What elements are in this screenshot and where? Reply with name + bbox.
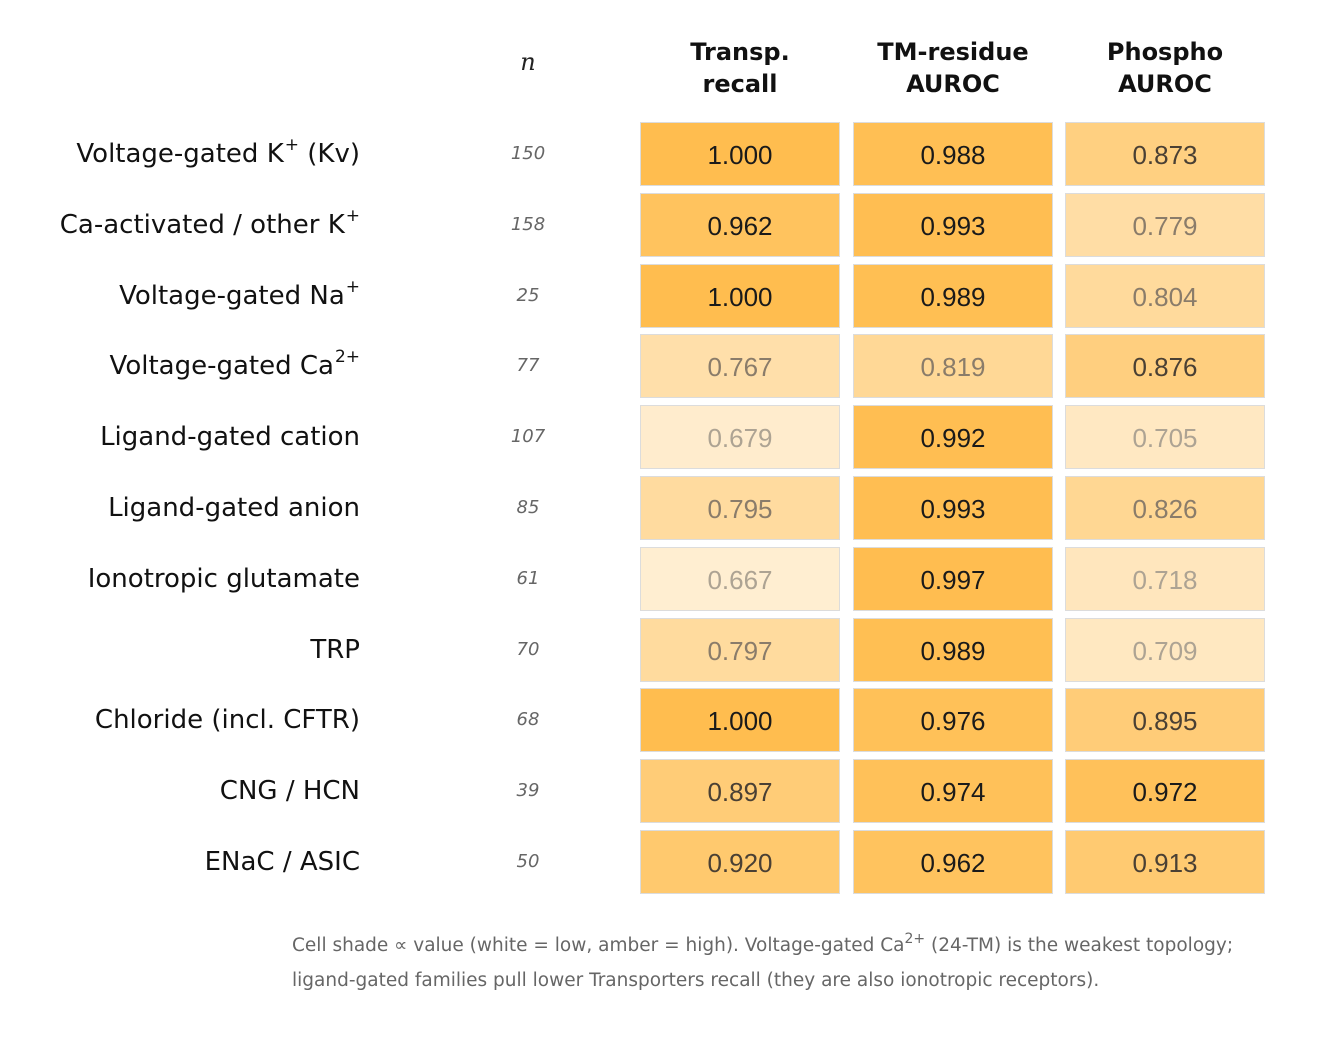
row-label: Ca-activated / other K+ bbox=[0, 192, 360, 258]
row-n-value: 150 bbox=[510, 143, 546, 164]
row-label-text: Voltage-gated Na bbox=[119, 280, 345, 311]
heatmap-cell: 0.795 bbox=[640, 476, 840, 540]
row-label-superscript: + bbox=[345, 276, 360, 297]
note-superscript: 2+ bbox=[904, 931, 926, 947]
heatmap-cell: 0.976 bbox=[853, 688, 1053, 753]
heatmap-cell: 0.797 bbox=[640, 617, 840, 682]
heatmap-cell: 0.718 bbox=[1065, 546, 1265, 611]
column-header-tm-residue-auroc: TM-residue AUROC bbox=[853, 36, 1053, 100]
row-label-superscript: + bbox=[284, 135, 299, 155]
row-label-text: TRP bbox=[310, 634, 360, 665]
note-text: (24-TM) is the weakest topology; bbox=[925, 935, 1234, 956]
row-label-text: Voltage-gated Ca bbox=[109, 351, 334, 382]
heatmap-cell: 1.000 bbox=[640, 688, 840, 753]
column-header-transp-recall: Transp. recall bbox=[640, 36, 840, 100]
heatmap-cell: 0.667 bbox=[640, 546, 840, 611]
column-header-line1: TM-residue bbox=[877, 38, 1029, 66]
heatmap-cell: 0.993 bbox=[853, 192, 1053, 257]
heatmap-cell: 0.974 bbox=[853, 759, 1053, 824]
row-label-superscript: 2+ bbox=[334, 347, 360, 368]
heatmap-cell: 1.000 bbox=[640, 263, 840, 328]
heatmap-cell: 0.779 bbox=[1065, 192, 1265, 257]
row-n-value: 107 bbox=[510, 426, 546, 448]
row-label-text: Voltage-gated K bbox=[76, 139, 284, 169]
note-text: Cell shade ∝ value (white = low, amber =… bbox=[292, 935, 905, 956]
heatmap-cell: 0.873 bbox=[1065, 122, 1265, 186]
row-label: CNG / HCN bbox=[0, 758, 360, 824]
row-label-superscript: + bbox=[345, 205, 360, 226]
row-n-value: 25 bbox=[516, 284, 540, 306]
note-line-1: Cell shade ∝ value (white = low, amber =… bbox=[292, 928, 1312, 963]
heatmap-cell: 0.988 bbox=[853, 122, 1053, 186]
heatmap-cell: 0.997 bbox=[853, 546, 1053, 611]
heatmap-cell: 0.767 bbox=[640, 334, 840, 399]
row-n-value: 61 bbox=[516, 567, 540, 589]
column-header-line2: AUROC bbox=[906, 70, 1000, 98]
heatmap-cell: 0.972 bbox=[1065, 759, 1265, 824]
heatmap-cell: 0.709 bbox=[1065, 617, 1265, 682]
row-label: Ligand-gated cation bbox=[0, 404, 360, 470]
heatmap-cell: 1.000 bbox=[640, 122, 840, 186]
heatmap-cell: 0.876 bbox=[1065, 334, 1265, 399]
n-column-header: n bbox=[520, 48, 536, 76]
row-label: Voltage-gated Na+ bbox=[0, 263, 360, 329]
row-n-value: 70 bbox=[516, 638, 540, 660]
heatmap-cell: 0.679 bbox=[640, 405, 840, 470]
heatmap-cell: 0.989 bbox=[853, 263, 1053, 328]
row-n-value: 85 bbox=[516, 497, 540, 518]
row-label: Voltage-gated K+ (Kv) bbox=[0, 121, 360, 187]
heatmap-cell: 0.826 bbox=[1065, 476, 1265, 540]
row-label-text: Ionotropic glutamate bbox=[87, 563, 360, 594]
row-label-text: Ligand-gated anion bbox=[108, 493, 360, 523]
heatmap-cell: 0.962 bbox=[853, 830, 1053, 894]
heatmap-cell: 0.992 bbox=[853, 405, 1053, 470]
row-label-text: Chloride (incl. CFTR) bbox=[94, 705, 360, 736]
column-header-line2: AUROC bbox=[1118, 70, 1212, 98]
column-header-line1: Phospho bbox=[1106, 38, 1224, 66]
row-label: ENaC / ASIC bbox=[0, 829, 360, 895]
column-header-line2: recall bbox=[702, 70, 778, 98]
note-line-2: ligand-gated families pull lower Transpo… bbox=[292, 970, 1100, 991]
row-n-value: 68 bbox=[516, 709, 540, 731]
heatmap-cell: 0.993 bbox=[853, 476, 1053, 540]
column-header-phospho-auroc: Phospho AUROC bbox=[1065, 36, 1265, 100]
heatmap-cell: 0.989 bbox=[853, 617, 1053, 682]
row-label: TRP bbox=[0, 617, 360, 683]
figure-note: Cell shade ∝ value (white = low, amber =… bbox=[292, 928, 1312, 998]
row-label-text: Ca-activated / other K bbox=[59, 209, 345, 240]
row-n-value: 158 bbox=[510, 213, 546, 235]
column-header-line1: Transp. bbox=[690, 38, 790, 66]
row-n-value: 50 bbox=[516, 851, 540, 872]
heatmap-cell: 0.897 bbox=[640, 759, 840, 824]
heatmap-cell: 0.804 bbox=[1065, 263, 1265, 328]
heatmap-cell: 0.895 bbox=[1065, 688, 1265, 753]
row-label-text: Ligand-gated cation bbox=[100, 422, 360, 453]
row-label: Ionotropic glutamate bbox=[0, 546, 360, 612]
row-label: Chloride (incl. CFTR) bbox=[0, 687, 360, 753]
heatmap-cell: 0.819 bbox=[853, 334, 1053, 399]
row-label-text: CNG / HCN bbox=[219, 776, 360, 807]
heatmap-cell: 0.962 bbox=[640, 192, 840, 257]
heatmap-cell: 0.913 bbox=[1065, 830, 1265, 894]
row-label-text: ENaC / ASIC bbox=[204, 847, 360, 877]
row-n-value: 39 bbox=[516, 780, 540, 802]
row-label: Voltage-gated Ca2+ bbox=[0, 333, 360, 399]
heatmap-cell: 0.705 bbox=[1065, 405, 1265, 470]
row-label: Ligand-gated anion bbox=[0, 475, 360, 541]
row-n-value: 77 bbox=[516, 355, 540, 377]
row-label-suffix: (Kv) bbox=[299, 139, 360, 169]
heatmap-cell: 0.920 bbox=[640, 830, 840, 894]
